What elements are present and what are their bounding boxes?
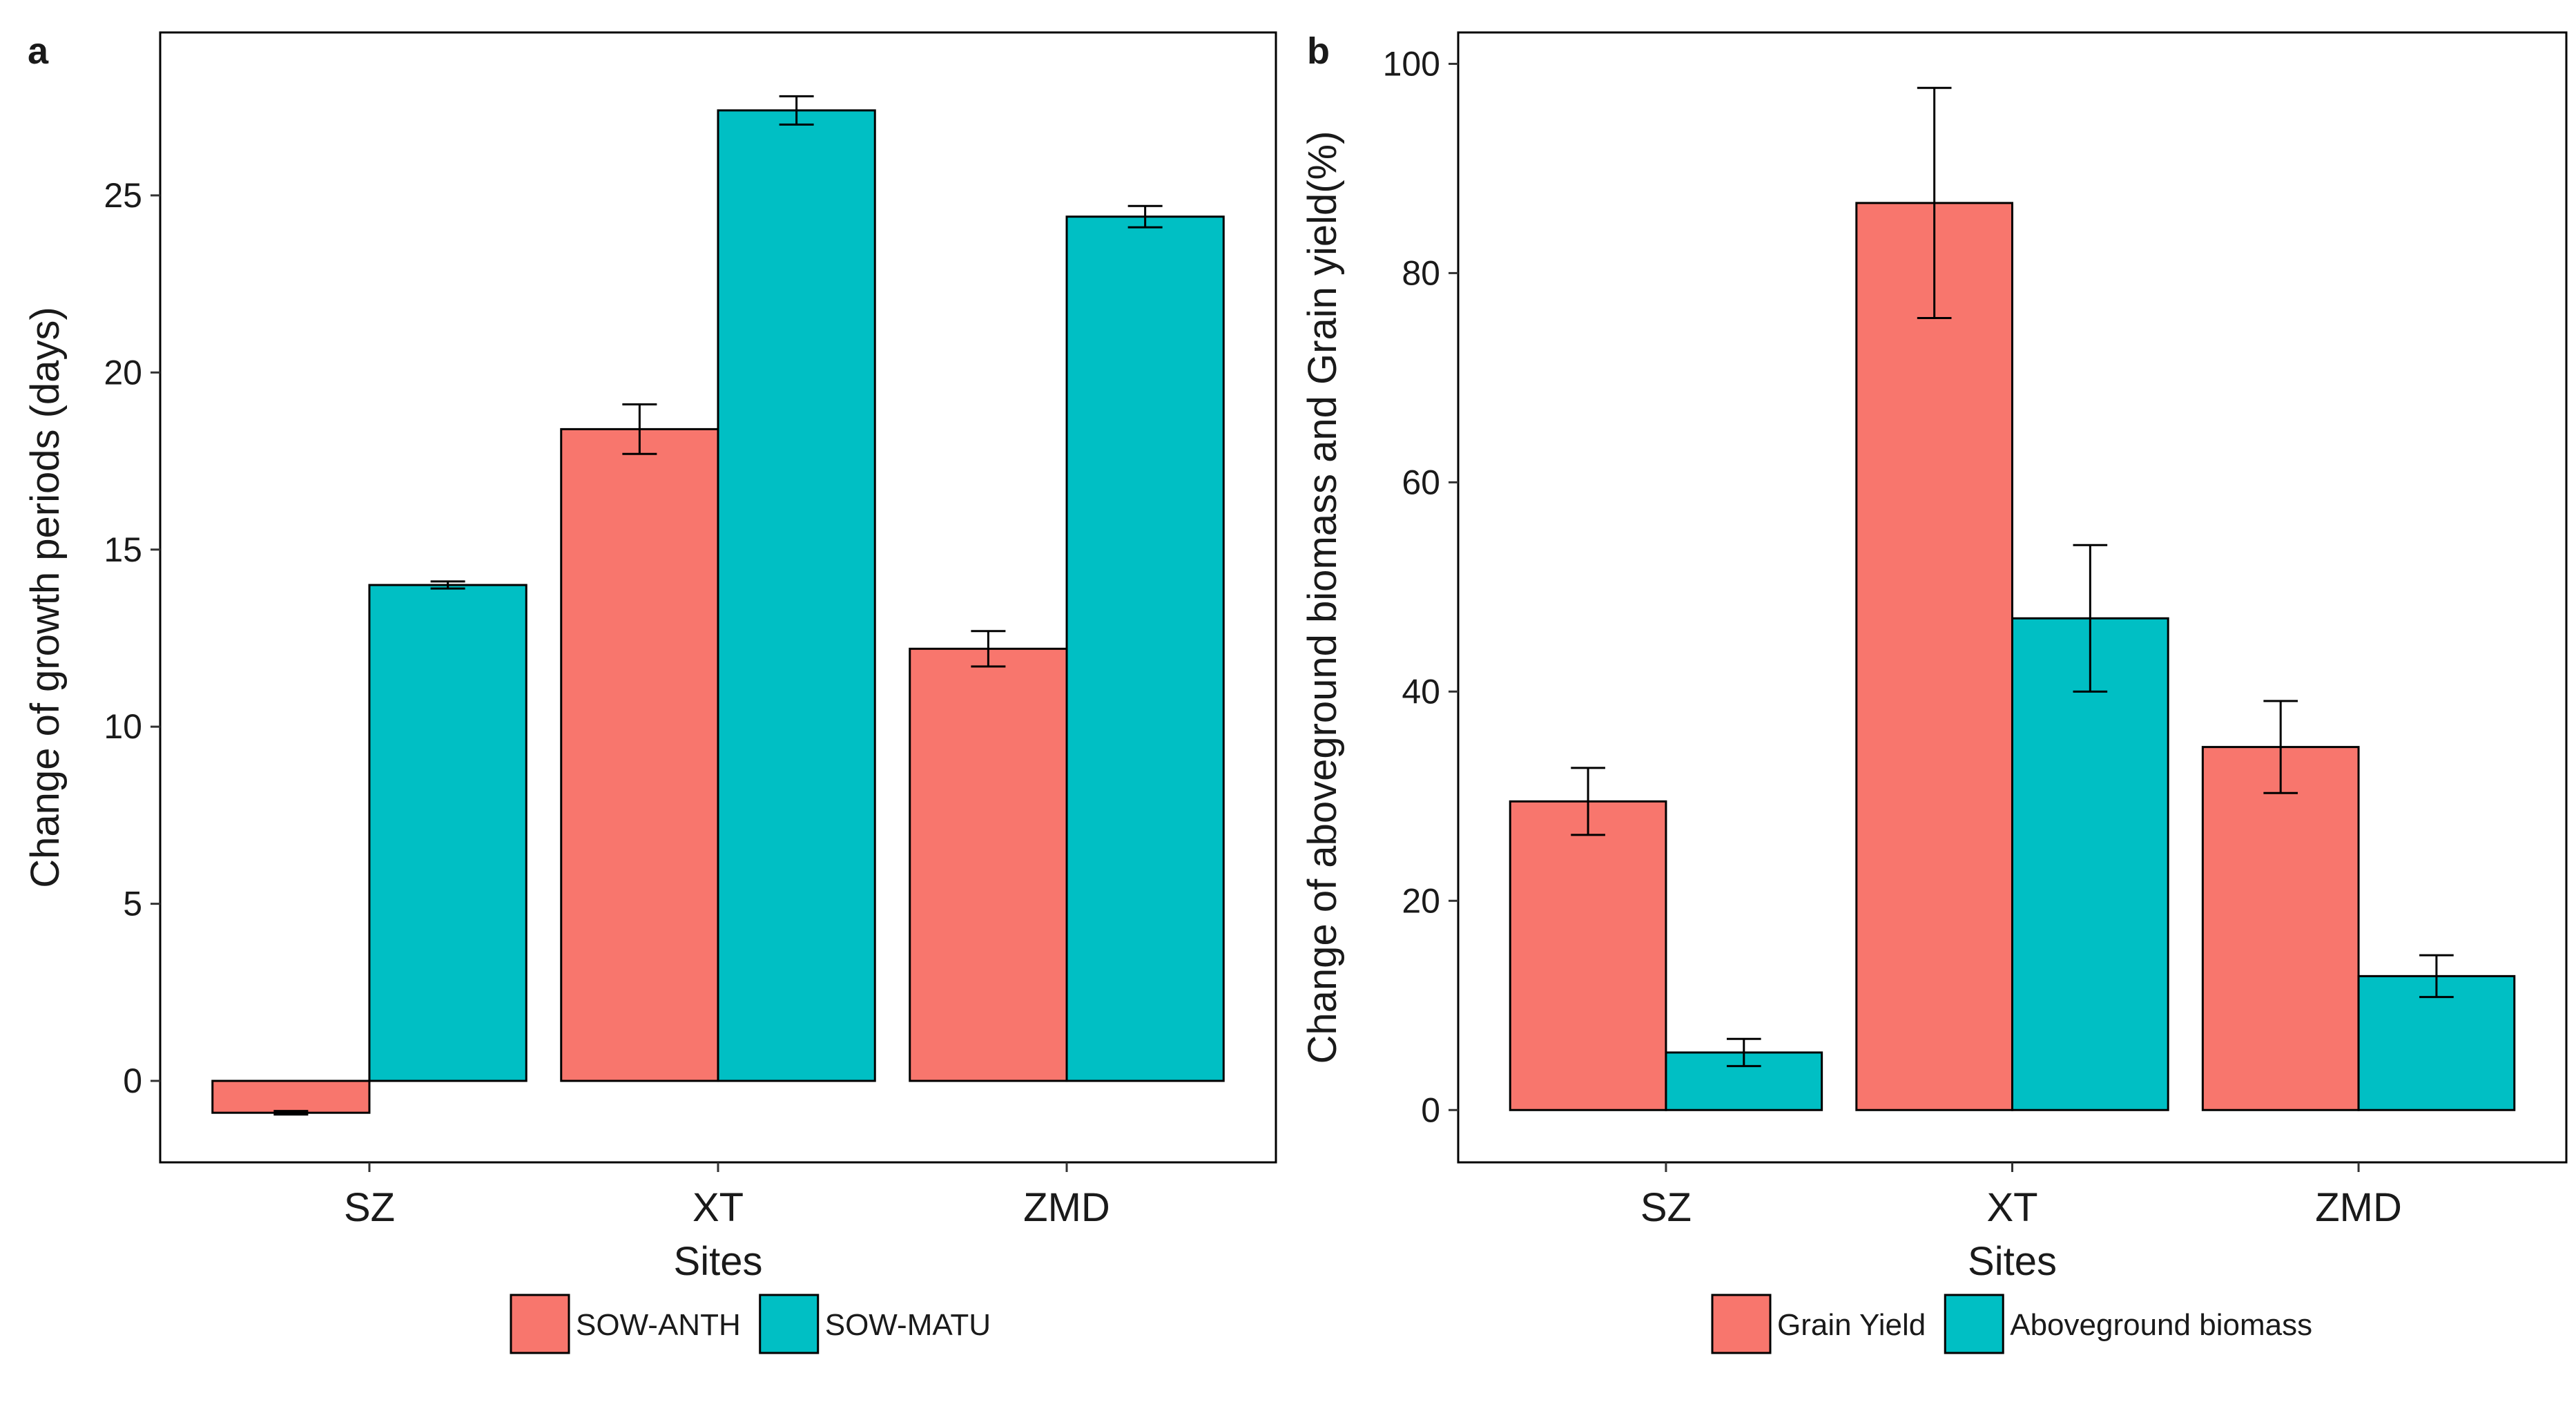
panel-tag: a (28, 30, 49, 72)
legend-label: Grain Yield (1777, 1308, 1926, 1342)
y-tick-label: 20 (1402, 881, 1440, 920)
legend: Grain Yield Aboveground biomass (1711, 1294, 2312, 1354)
bar-sow-anth-xt (560, 428, 719, 1082)
bar-sow-matu-zmd (1065, 215, 1225, 1082)
bar-sow-matu-sz (368, 584, 527, 1082)
y-tick-label: 80 (1402, 253, 1440, 292)
y-tick-label: 40 (1402, 672, 1440, 711)
bar-sow-anth-zmd (909, 647, 1068, 1082)
x-tick-label: ZMD (2315, 1185, 2402, 1230)
legend-key-sow-anth (510, 1294, 570, 1354)
x-axis-title: Sites (1968, 1239, 2057, 1284)
panel-a: a 0 5 10 15 20 25 SZ XT ZMD Sites Change of growth … (23, 30, 1277, 1354)
legend-label: SOW-MATU (825, 1308, 991, 1342)
x-tick-label: SZ (344, 1185, 395, 1230)
panel-b: b 0 20 40 60 80 100 SZ XT ZMD Sites Change of above… (1300, 30, 2568, 1354)
y-tick-label: 0 (1421, 1091, 1440, 1129)
y-tick-label: 5 (123, 885, 142, 923)
y-tick-label: 60 (1402, 463, 1440, 501)
bar-grain-yield-zmd (2201, 746, 2360, 1111)
legend-key-sow-matu (759, 1294, 820, 1354)
bar-aboveground-biomass-xt (2011, 617, 2169, 1111)
y-axis-title: Change of growth periods (days) (23, 307, 68, 887)
legend-label: Aboveground biomass (2010, 1308, 2312, 1342)
bar-grain-yield-sz (1509, 800, 1667, 1111)
y-tick-label: 15 (104, 530, 142, 569)
y-axis-title: Change of aboveground biomass and Grain … (1300, 131, 1345, 1064)
legend-key-grain-yield (1711, 1294, 1772, 1354)
y-tick-label: 25 (104, 176, 142, 215)
panel-tag: b (1307, 30, 1330, 72)
x-tick-label: XT (693, 1185, 744, 1230)
y-tick-label: 100 (1383, 44, 1440, 83)
legend-label: SOW-ANTH (576, 1308, 741, 1342)
y-tick-label: 20 (104, 353, 142, 392)
legend-key-aboveground-biomass (1944, 1294, 2004, 1354)
bar-sow-anth-sz (211, 1079, 371, 1114)
x-tick-label: XT (1986, 1185, 2037, 1230)
bar-sow-matu-xt (717, 109, 876, 1082)
x-axis-title: Sites (674, 1239, 763, 1284)
legend: SOW-ANTH SOW-MATU (510, 1294, 991, 1354)
y-tick-label: 10 (104, 707, 142, 746)
x-tick-label: SZ (1640, 1185, 1692, 1230)
bar-grain-yield-xt (1855, 202, 2013, 1111)
bar-aboveground-biomass-zmd (2357, 974, 2516, 1111)
y-tick-label: 0 (123, 1062, 142, 1100)
x-tick-label: ZMD (1023, 1185, 1110, 1230)
